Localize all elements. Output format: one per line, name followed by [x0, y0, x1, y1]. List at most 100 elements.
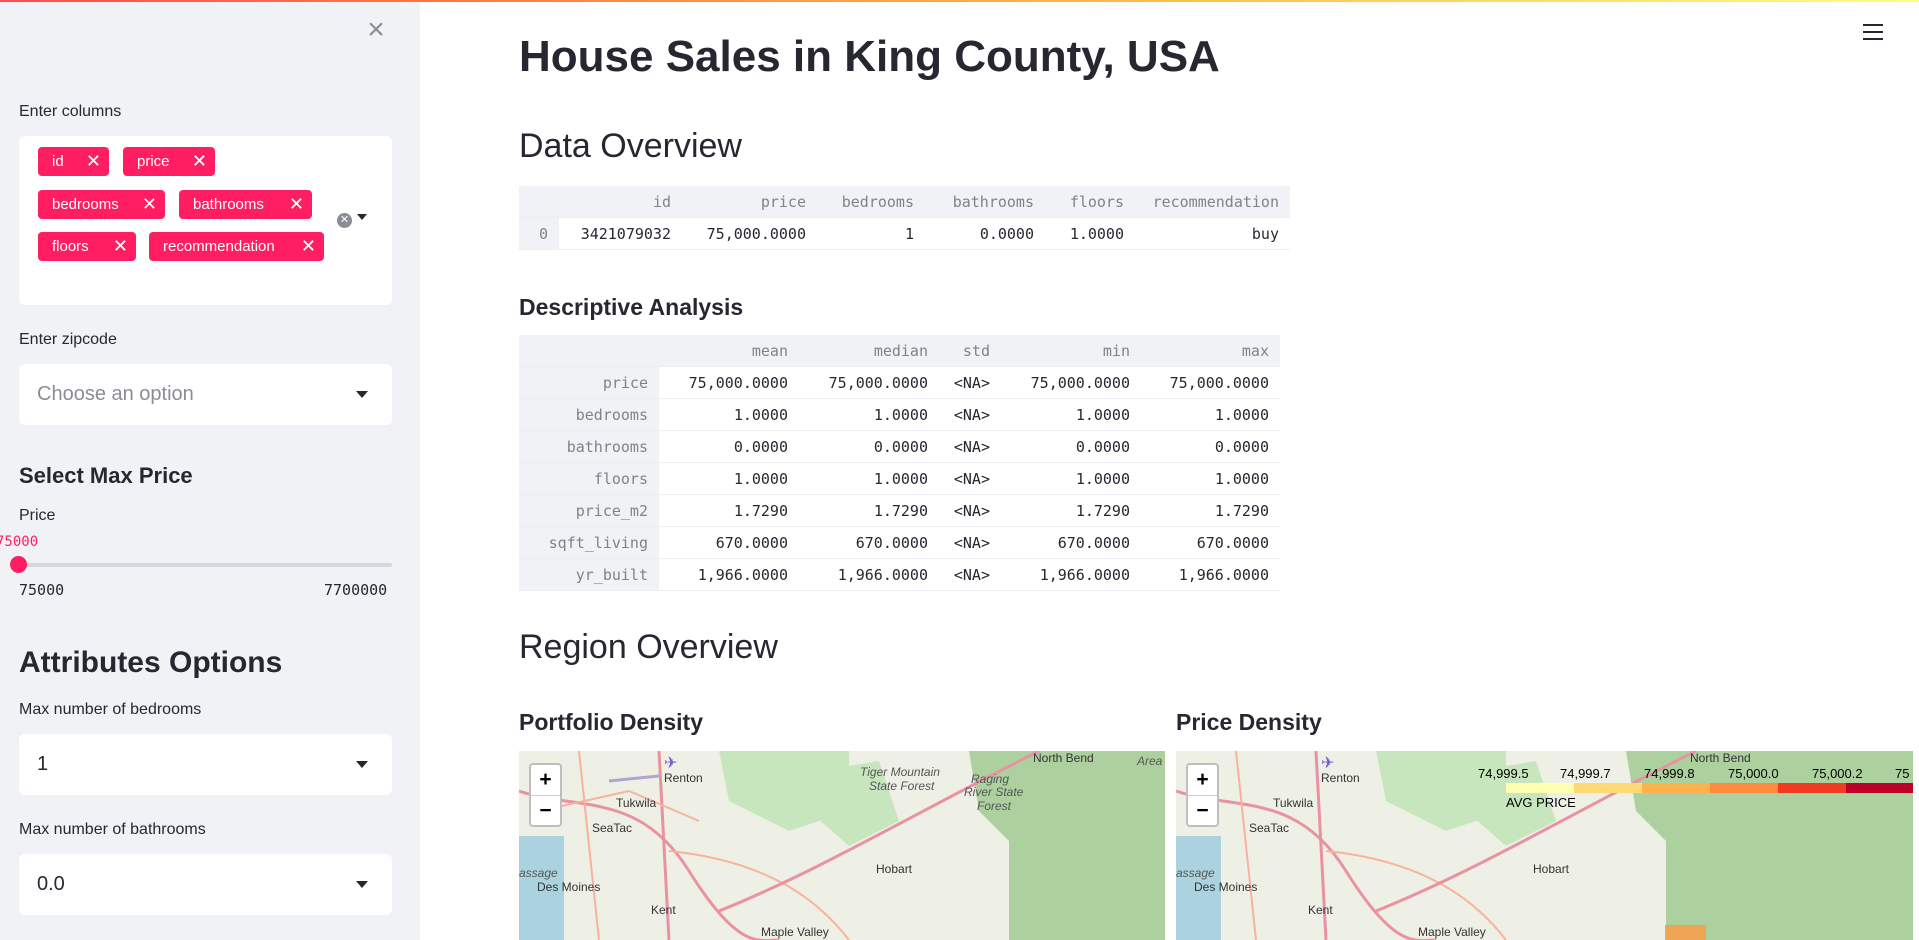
legend-tick: 74,999.8	[1644, 766, 1695, 781]
table-cell: 0.0000	[1001, 430, 1141, 463]
bathrooms-select[interactable]: 0.0	[19, 854, 392, 915]
row-label: price	[519, 366, 659, 399]
main-menu-icon[interactable]	[1863, 24, 1883, 42]
map-tiles	[1176, 751, 1913, 940]
column-header: max	[1141, 335, 1280, 367]
map-label-kent: Kent	[651, 903, 676, 917]
remove-tag-icon[interactable]: ✕	[85, 151, 101, 171]
tag-bedrooms[interactable]: bedrooms ✕	[38, 190, 165, 219]
table-cell: <NA>	[939, 526, 1001, 559]
remove-tag-icon[interactable]: ✕	[288, 194, 304, 214]
portfolio-density-map[interactable]: Renton Tukwila SeaTac Des Moines Kent Ma…	[519, 751, 1165, 940]
zipcode-select[interactable]: Choose an option	[19, 364, 392, 425]
table-cell: 1.0000	[799, 462, 939, 495]
legend-tick: 75,000.0	[1728, 766, 1779, 781]
region-overview-heading: Region Overview	[519, 628, 778, 666]
legend-tick: 74,999.7	[1560, 766, 1611, 781]
tag-recommendation[interactable]: recommendation ✕	[149, 232, 324, 261]
legend-tick: 75	[1895, 766, 1910, 781]
zoom-in-button[interactable]: +	[1188, 765, 1217, 796]
chevron-down-icon[interactable]	[357, 214, 367, 220]
slider-min-label: 75000	[19, 581, 65, 599]
table-cell: 0.0000	[799, 430, 939, 463]
table-cell: 1.7290	[1141, 494, 1280, 527]
airport-icon: ✈	[664, 755, 678, 772]
tag-label: bedrooms	[52, 196, 119, 213]
table-cell: 75,000.0000	[1001, 366, 1141, 399]
zoom-control: + −	[1186, 763, 1219, 827]
table-header-row: mean median std min max	[519, 335, 1280, 367]
tag-label: bathrooms	[193, 196, 264, 213]
legend-color-segment	[1642, 783, 1710, 793]
row-label: price_m2	[519, 494, 659, 527]
page-title: House Sales in King County, USA	[519, 32, 1220, 81]
table-cell: buy	[1135, 217, 1290, 250]
map-label-maple-valley: Maple Valley	[761, 925, 829, 939]
columns-multiselect[interactable]: id ✕ price ✕ bedrooms ✕ bathrooms ✕ floo…	[19, 136, 392, 305]
price-slider-thumb[interactable]	[10, 556, 27, 573]
map-label-renton: Renton	[664, 771, 703, 785]
column-header: min	[1001, 335, 1141, 367]
column-header: floors	[1045, 186, 1135, 218]
map-label-area: Area	[1137, 754, 1163, 768]
close-sidebar-icon[interactable]: ×	[367, 13, 385, 46]
legend-color-segment	[1846, 783, 1913, 793]
table-cell: 670.0000	[1001, 526, 1141, 559]
remove-tag-icon[interactable]: ✕	[191, 151, 207, 171]
zipcode-label: Enter zipcode	[19, 331, 117, 348]
remove-tag-icon[interactable]: ✕	[300, 236, 316, 256]
tag-label: recommendation	[163, 238, 275, 255]
table-row: sqft_living 670.0000 670.0000 <NA> 670.0…	[519, 526, 1280, 559]
map-label-state-forest: State Forest	[869, 779, 935, 793]
legend-color-segment	[1506, 783, 1574, 793]
column-header: price	[682, 186, 817, 218]
slider-current-value: 75000	[0, 534, 39, 550]
legend-color-segment	[1778, 783, 1846, 793]
map-label-north-bend: North Bend	[1033, 751, 1094, 765]
remove-tag-icon[interactable]: ✕	[112, 236, 128, 256]
table-row: yr_built 1,966.0000 1,966.0000 <NA> 1,96…	[519, 558, 1280, 591]
table-cell: 670.0000	[659, 526, 799, 559]
tag-price[interactable]: price ✕	[123, 147, 215, 176]
legend-color-segment	[1574, 783, 1642, 793]
zipcode-placeholder: Choose an option	[37, 383, 194, 405]
table-row: floors 1.0000 1.0000 <NA> 1.0000 1.0000	[519, 462, 1280, 495]
map-label-raging: Raging	[971, 772, 1010, 786]
tag-id[interactable]: id ✕	[38, 147, 109, 176]
chevron-down-icon	[356, 391, 368, 398]
price-density-map[interactable]: Renton Tukwila SeaTac Des Moines Kent Ma…	[1176, 751, 1913, 940]
table-cell: <NA>	[939, 430, 1001, 463]
table-cell: <NA>	[939, 462, 1001, 495]
table-cell: 1,966.0000	[1001, 558, 1141, 591]
zoom-out-button[interactable]: −	[1196, 799, 1209, 822]
overview-table: id price bedrooms bathrooms floors recom…	[519, 186, 1290, 250]
tag-floors[interactable]: floors ✕	[38, 232, 136, 261]
map-label-north-bend: North Bend	[1690, 751, 1751, 765]
table-cell: 1.0000	[1001, 462, 1141, 495]
zoom-in-button[interactable]: +	[531, 765, 560, 796]
map-label-passage: assage	[519, 866, 558, 880]
legend-tick: 75,000.2	[1812, 766, 1863, 781]
price-slider-track[interactable]	[19, 563, 392, 567]
clear-all-icon[interactable]: ✕	[337, 213, 352, 228]
price-label: Price	[19, 507, 56, 524]
map-label-river-state: River State	[964, 785, 1024, 799]
table-cell: 75,000.0000	[682, 217, 817, 250]
bathrooms-value: 0.0	[37, 873, 65, 895]
bedrooms-value: 1	[37, 753, 49, 775]
tag-label: floors	[52, 238, 89, 255]
map-label-des-moines: Des Moines	[1194, 880, 1258, 894]
remove-tag-icon[interactable]: ✕	[141, 194, 157, 214]
zoom-out-button[interactable]: −	[539, 799, 552, 822]
tag-bathrooms[interactable]: bathrooms ✕	[179, 190, 312, 219]
bathrooms-label: Max number of bathrooms	[19, 821, 206, 838]
map-label-maple-valley: Maple Valley	[1418, 925, 1486, 939]
table-row: price_m2 1.7290 1.7290 <NA> 1.7290 1.729…	[519, 494, 1280, 527]
row-label: bathrooms	[519, 430, 659, 463]
row-label: yr_built	[519, 558, 659, 591]
table-cell: 1.0000	[1001, 398, 1141, 431]
price-density-heading: Price Density	[1176, 709, 1322, 735]
bedrooms-select[interactable]: 1	[19, 734, 392, 795]
table-cell: 1.0000	[1045, 217, 1135, 250]
map-label-kent: Kent	[1308, 903, 1333, 917]
